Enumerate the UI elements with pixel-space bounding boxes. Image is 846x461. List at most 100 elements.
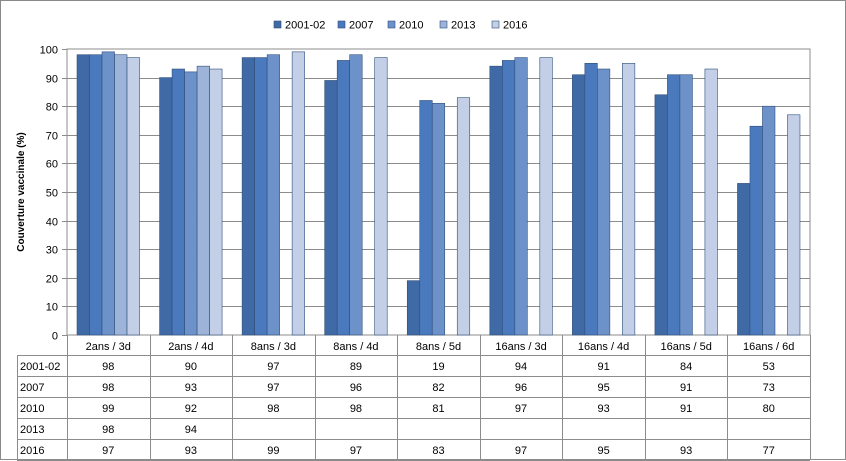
table-cell-value: 93 [185,382,197,394]
y-axis-title: Couverture vaccinale (%) [16,132,27,252]
bar-2007-16ans / 3d [502,60,516,336]
bar-2010-16ans / 4d [597,68,611,336]
bar-2007-2ans / 3d [89,54,103,336]
bar-2010-16ans / 5d [679,74,693,336]
table-cell-value: 99 [267,445,279,457]
bar-2010-8ans / 3d [266,54,280,336]
y-tick-label: 100 [40,45,58,57]
x-category-label: 16ans / 3d [495,341,546,353]
table-cell-value: 84 [680,361,692,373]
table-row-label-2016: 2016 [20,445,44,457]
bar-2010-2ans / 3d [101,51,115,336]
table-cell-value: 98 [102,361,114,373]
table-cell-value: 97 [515,445,527,457]
table-cell-value: 91 [680,382,692,394]
table-cell-value: 90 [185,361,197,373]
bar-2001-02-2ans / 3d [76,54,90,336]
bar-2016-2ans / 4d [209,68,223,336]
bar-2001-02-2ans / 4d [159,77,173,336]
bar-2013-2ans / 4d [196,65,210,336]
table-cell-value: 53 [763,361,775,373]
x-category-label: 8ans / 3d [251,341,296,353]
legend-swatch-2016 [491,20,500,29]
legend-swatch-2010 [387,20,396,29]
table-cell-value: 93 [597,403,609,415]
x-category-label: 16ans / 6d [743,341,794,353]
bar-2007-8ans / 3d [254,57,268,336]
bar-2016-16ans / 6d [787,114,801,336]
bar-2016-16ans / 3d [539,57,553,336]
table-cell-value: 91 [680,403,692,415]
table-cell-value: 94 [515,361,527,373]
table-cell-value: 97 [102,445,114,457]
table-cell-value: 95 [597,445,609,457]
table-cell-value: 98 [350,403,362,415]
legend-label-2016: 2016 [503,20,527,32]
table-cell-value: 97 [267,361,279,373]
bar-2001-02-8ans / 4d [324,80,338,336]
table-cell-value: 91 [597,361,609,373]
bar-2010-16ans / 3d [514,57,528,336]
y-tick-label: 70 [46,131,58,143]
bar-2001-02-16ans / 6d [737,183,751,336]
x-category-label: 16ans / 5d [660,341,711,353]
table-cell-value: 98 [102,382,114,394]
legend-label-2013: 2013 [451,20,475,32]
bar-2016-16ans / 5d [704,68,718,336]
table-row-label-2007: 2007 [20,382,44,394]
bar-2016-8ans / 5d [456,97,471,336]
table-cell-value: 80 [763,403,775,415]
bar-2010-8ans / 5d [431,103,446,336]
y-tick-label: 60 [46,159,58,171]
table-cell-value: 97 [350,445,362,457]
bar-2001-02-8ans / 5d [406,280,421,336]
legend-swatch-2013 [439,20,448,29]
table-cell-value: 19 [432,361,444,373]
y-tick-label: 20 [46,274,58,286]
y-tick-label: 30 [46,245,58,257]
bar-2010-2ans / 4d [184,71,198,336]
bar-2007-8ans / 5d [419,100,433,336]
legend-label-2001-02: 2001-02 [285,20,325,32]
table-cell-value: 97 [267,382,279,394]
legend-swatch-2001-02 [273,20,282,29]
table-cell-value: 94 [185,424,197,436]
bar-2001-02-16ans / 5d [654,94,668,336]
bar-2007-2ans / 4d [171,68,185,336]
legend-swatch-2007 [337,20,346,29]
table-cell-value: 98 [102,424,114,436]
y-tick-label: 50 [46,188,58,200]
table-row-label-2013: 2013 [20,424,44,436]
x-category-label: 2ans / 3d [86,341,131,353]
table-cell-value: 95 [597,382,609,394]
table-cell-value: 96 [515,382,527,394]
table-cell-value: 83 [432,445,444,457]
y-tick-label: 90 [46,74,58,86]
bar-2010-16ans / 6d [762,105,776,336]
x-category-label: 16ans / 4d [578,341,629,353]
bar-2001-02-8ans / 3d [241,57,255,336]
bar-2016-8ans / 4d [374,57,388,336]
bar-2016-16ans / 4d [622,62,636,336]
bar-2007-8ans / 4d [336,60,350,336]
bar-2010-8ans / 4d [349,54,363,336]
bar-2013-2ans / 3d [114,54,128,336]
table-cell-value: 96 [350,382,362,394]
table-cell-value: 93 [185,445,197,457]
table-cell-value: 97 [515,403,527,415]
y-tick-label: 10 [46,302,58,314]
bar-2007-16ans / 5d [667,74,681,336]
legend-label-2010: 2010 [399,20,423,32]
table-cell-value: 93 [680,445,692,457]
table-cell-value: 92 [185,403,197,415]
table-row-label-2001-02: 2001-02 [20,361,60,373]
legend-label-2007: 2007 [349,20,373,32]
y-tick-label: 80 [46,102,58,114]
bar-2016-8ans / 3d [291,51,305,336]
x-category-label: 8ans / 4d [333,341,378,353]
bar-2001-02-16ans / 4d [572,74,586,336]
table-cell-value: 73 [763,382,775,394]
table-cell-value: 77 [763,445,775,457]
table-cell-value: 82 [432,382,444,394]
